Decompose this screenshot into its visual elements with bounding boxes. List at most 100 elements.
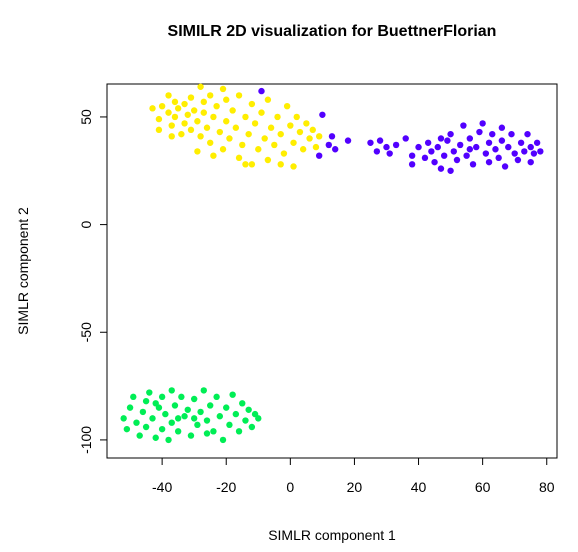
point — [415, 143, 422, 151]
point — [223, 96, 230, 103]
point — [376, 137, 384, 144]
point — [277, 130, 284, 138]
point — [242, 161, 249, 168]
point — [168, 122, 175, 129]
point — [174, 105, 182, 112]
point — [344, 137, 352, 144]
point — [168, 387, 175, 394]
point — [508, 130, 515, 138]
point — [226, 421, 233, 429]
point — [171, 98, 179, 106]
point — [232, 410, 240, 418]
point — [421, 154, 429, 162]
point — [537, 148, 544, 155]
point — [453, 156, 461, 164]
point — [184, 406, 191, 413]
x-tick-label: -40 — [152, 479, 172, 495]
point — [197, 133, 204, 140]
x-tick-label: -20 — [216, 479, 236, 495]
point — [274, 113, 281, 121]
point — [190, 395, 198, 403]
point — [386, 150, 393, 157]
point — [165, 109, 172, 116]
y-tick-label: -100 — [78, 426, 94, 454]
point — [511, 150, 518, 157]
point — [482, 150, 490, 157]
point — [178, 130, 185, 138]
point — [332, 146, 339, 153]
point — [197, 83, 204, 90]
point — [293, 113, 300, 121]
point — [181, 100, 188, 108]
point — [255, 415, 262, 422]
point — [248, 423, 256, 431]
point — [120, 415, 127, 422]
point — [309, 126, 316, 134]
y-tick-label: -50 — [78, 322, 94, 342]
point — [271, 141, 278, 149]
point — [203, 417, 211, 424]
point — [184, 111, 191, 118]
point — [152, 434, 159, 441]
point — [187, 432, 195, 439]
point — [424, 139, 432, 146]
point — [277, 161, 284, 168]
point — [123, 425, 131, 433]
point — [203, 430, 211, 437]
point — [158, 425, 166, 433]
point — [239, 400, 246, 407]
point — [210, 152, 217, 159]
point — [408, 152, 416, 159]
point — [466, 135, 474, 142]
point — [251, 120, 259, 127]
point — [283, 102, 291, 110]
y-tick-label: 0 — [78, 220, 94, 228]
point — [226, 135, 233, 142]
chart-title: SIMILR 2D visualization for BuettnerFlor… — [168, 23, 497, 40]
point — [187, 94, 195, 101]
point — [149, 415, 156, 422]
point — [126, 404, 134, 411]
point — [187, 126, 195, 134]
point — [162, 410, 169, 418]
point — [142, 423, 150, 431]
point — [190, 107, 198, 114]
point — [248, 161, 256, 168]
point — [431, 158, 438, 166]
point — [485, 139, 493, 146]
point — [485, 158, 493, 166]
point — [229, 391, 236, 398]
point — [152, 400, 159, 407]
point — [312, 143, 320, 151]
point — [219, 85, 227, 93]
point — [194, 421, 201, 429]
point — [373, 148, 381, 155]
point — [223, 404, 230, 411]
point — [328, 133, 336, 140]
point — [155, 126, 163, 134]
point — [498, 124, 506, 131]
point — [440, 152, 448, 159]
point — [367, 139, 374, 146]
point — [473, 143, 480, 151]
point — [203, 124, 211, 131]
point — [476, 128, 483, 136]
point — [383, 143, 390, 151]
point — [437, 165, 445, 172]
point — [408, 161, 416, 168]
point — [168, 133, 175, 140]
y-axis-label: SIMLR component 2 — [15, 207, 31, 335]
point — [165, 436, 172, 444]
point — [492, 146, 499, 153]
point — [155, 115, 163, 123]
point — [248, 100, 256, 108]
point — [216, 413, 224, 420]
point — [223, 118, 230, 125]
point — [158, 393, 166, 401]
point — [498, 137, 506, 144]
point — [437, 135, 445, 142]
point — [450, 148, 457, 155]
point — [178, 393, 185, 401]
point — [165, 92, 172, 99]
point — [255, 146, 262, 153]
